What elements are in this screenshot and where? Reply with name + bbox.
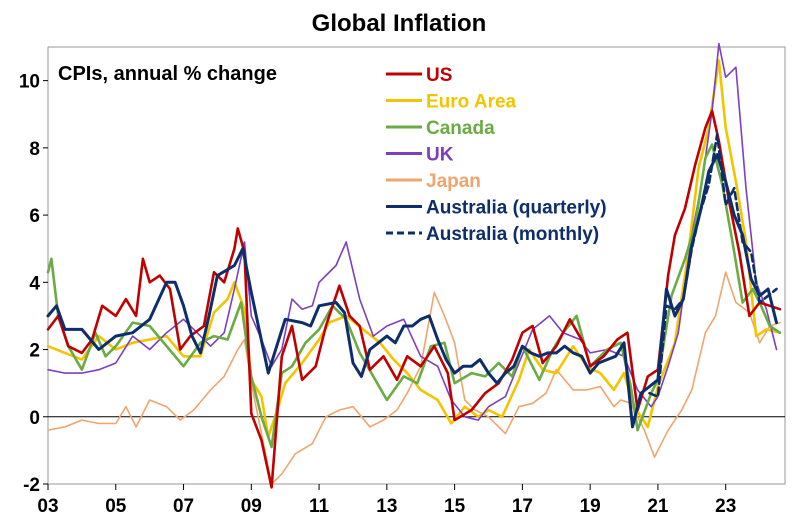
x-tick-label: 05 [105,496,127,517]
y-tick-label: 4 [29,273,40,294]
legend-label-japan: Japan [426,171,481,192]
legend: US Euro Area Canada UK Japan Australia (quart… [386,65,607,245]
legend-label-us: US [426,65,452,86]
x-tick-label: 21 [647,496,669,517]
x-tick-label: 07 [173,496,194,517]
series-layer [46,42,782,489]
series-line-australia-monthly [648,133,778,398]
legend-label-uk: UK [426,145,454,166]
series-line-australia-quarterly [46,153,778,429]
x-tick-label: 17 [512,496,533,517]
plot-frame [47,46,786,485]
legend-label-australia-monthly: Australia (monthly) [426,224,599,245]
x-tick-label: 19 [580,496,601,517]
legend-label-canada: Canada [426,118,495,139]
y-tick-label: 0 [29,408,40,429]
x-tick-label: 23 [715,496,736,517]
legend-label-euro-area: Euro Area [426,92,517,113]
y-tick-label: 6 [29,206,40,227]
chart-title: Global Inflation [312,10,487,37]
x-tick-label: 15 [444,496,466,517]
x-tick-label: 13 [376,496,397,517]
x-tick-label: 09 [241,496,262,517]
y-tick-label: -2 [23,475,40,496]
axes: -2 0 2 4 6 8 10 03 05 07 09 11 13 15 17 19 21 23 [19,46,786,517]
series-line-us [46,109,782,489]
y-tick-label: 10 [19,72,40,93]
x-tick-label: 11 [309,496,330,517]
x-tick-label: 03 [37,496,58,517]
y-tick-label: 2 [29,341,40,362]
series-line-japan [47,271,781,485]
series-line-canada [46,143,782,449]
chart-annotation: CPIs, annual % change [58,63,277,85]
y-tick-label: 8 [29,139,40,160]
legend-label-australia-quarterly: Australia (quarterly) [426,198,607,219]
